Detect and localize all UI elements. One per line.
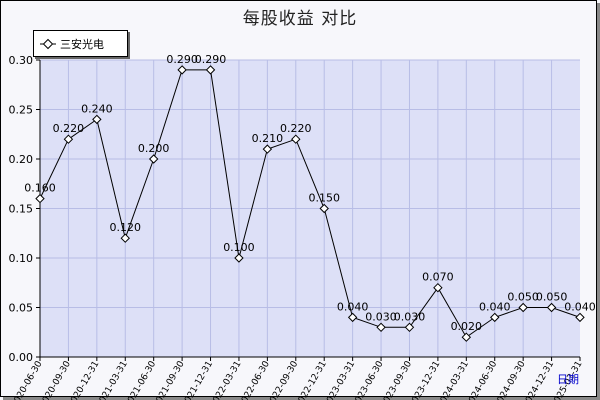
frame-shadow-bottom (3, 397, 600, 400)
data-label: 0.040 (564, 300, 596, 313)
data-label: 0.210 (252, 132, 284, 145)
legend: 三安光电 (33, 30, 128, 57)
data-label: 0.050 (507, 291, 539, 304)
data-label: 0.030 (394, 310, 426, 323)
data-point (92, 114, 102, 125)
y-tick-label: 0.10 (9, 252, 34, 265)
data-label: 0.240 (81, 102, 113, 115)
legend-series-label: 三安光电 (60, 37, 104, 51)
data-label: 0.030 (365, 310, 397, 323)
data-point (120, 233, 130, 243)
data-label: 0.070 (422, 271, 454, 284)
data-point (177, 65, 187, 75)
series-line (39, 69, 581, 338)
y-tick-label: 0.00 (9, 351, 34, 364)
y-tick-label: 0.05 (9, 302, 34, 315)
data-point (376, 322, 386, 333)
data-point (404, 322, 415, 333)
data-point (148, 154, 159, 164)
data-point (234, 253, 244, 263)
data-point (518, 302, 528, 313)
data-label: 0.040 (337, 300, 369, 313)
data-label: 0.050 (536, 291, 568, 304)
data-point (433, 282, 443, 293)
data-point (319, 203, 329, 214)
y-tick-label: 0.30 (9, 54, 34, 67)
data-label: 0.100 (223, 241, 255, 254)
data-label: 0.120 (110, 221, 142, 234)
data-point (546, 302, 557, 313)
data-point (461, 332, 472, 342)
x-tick-label: 2020-06-30 (10, 359, 45, 400)
data-label: 0.150 (308, 192, 340, 205)
data-point (262, 144, 273, 154)
data-label: 0.040 (479, 300, 511, 313)
data-label: 0.290 (195, 53, 227, 66)
frame-shadow-right (597, 3, 600, 400)
data-point (63, 134, 74, 144)
y-tick-label: 0.20 (9, 153, 34, 166)
data-label: 0.020 (451, 320, 483, 333)
y-tick-label: 0.15 (9, 203, 34, 216)
data-point (490, 312, 500, 323)
data-point (575, 312, 585, 323)
data-label: 0.220 (53, 122, 85, 135)
data-point (347, 312, 358, 323)
x-axis-unit-label: 日期 (557, 373, 579, 386)
data-label: 0.220 (280, 122, 312, 135)
y-tick-label: 0.25 (9, 104, 34, 117)
data-point (35, 193, 45, 204)
data-point (291, 134, 301, 144)
legend-marker-icon (40, 38, 56, 49)
data-point (205, 65, 216, 75)
chart-title: 每股收益 对比 (242, 9, 358, 29)
data-label: 0.290 (166, 53, 198, 66)
data-label: 0.200 (138, 142, 170, 155)
data-label: 0.160 (24, 182, 56, 195)
